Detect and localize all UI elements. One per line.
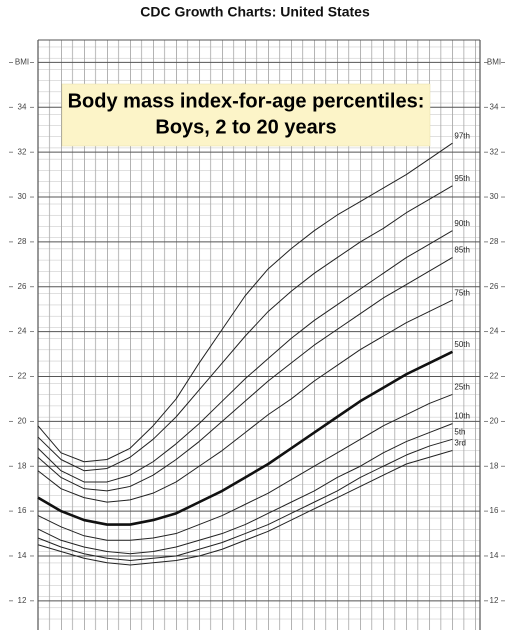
legend-label: 50th — [454, 340, 470, 349]
annotation: Body mass index-for-age percentiles: — [68, 90, 425, 112]
percentile-line — [37, 230, 453, 483]
annotation: Boys, 2 to 20 years — [155, 116, 336, 138]
y2-tick-label: 26 — [490, 282, 499, 291]
y-tick-label: 34 — [18, 102, 27, 111]
legend-label: 25th — [454, 383, 470, 392]
y-tick-label: 14 — [18, 551, 27, 560]
y2-tick-label: 32 — [490, 147, 499, 156]
y-tick-label: 22 — [18, 372, 27, 381]
percentile-line — [37, 423, 453, 555]
legend-label: 90th — [454, 219, 470, 228]
y2-tick-label: BMI — [487, 58, 501, 67]
y2-tick-label: 14 — [490, 551, 499, 560]
percentile-line — [37, 393, 453, 541]
annotation-box — [61, 83, 431, 147]
y-tick-label: 18 — [18, 461, 27, 470]
percentile-line — [37, 350, 453, 526]
y2-tick-label: 30 — [490, 192, 499, 201]
percentile-line — [37, 450, 453, 566]
y-tick-label: 12 — [18, 596, 27, 605]
y-tick-label: 28 — [18, 237, 27, 246]
percentile-line — [37, 299, 453, 503]
y-tick-label: 32 — [18, 147, 27, 156]
y2-tick-label: 34 — [490, 102, 499, 111]
y-tick-label: BMI — [15, 58, 29, 67]
y2-tick-label: 20 — [490, 416, 499, 425]
y2-tick-label: 16 — [490, 506, 499, 515]
percentile-line — [37, 438, 453, 561]
chart-title: CDC Growth Charts: United States — [140, 4, 370, 20]
legend-label: 85th — [454, 246, 470, 255]
legend-label: 10th — [454, 412, 470, 421]
y-tick-label: 30 — [18, 192, 27, 201]
y2-tick-label: 24 — [490, 327, 499, 336]
y2-tick-label: 22 — [490, 372, 499, 381]
y-tick-label: 26 — [18, 282, 27, 291]
legend-label: 75th — [454, 288, 470, 297]
legend-label: 97th — [454, 131, 470, 140]
y-tick-label: 16 — [18, 506, 27, 515]
y2-tick-label: 28 — [490, 237, 499, 246]
percentile-line — [37, 257, 453, 492]
y2-tick-label: 18 — [490, 461, 499, 470]
y2-tick-label: 12 — [490, 596, 499, 605]
percentile-line — [37, 142, 453, 463]
percentile-line — [37, 185, 453, 472]
legend-label: 3rd — [454, 439, 466, 448]
y-tick-label: 20 — [18, 416, 27, 425]
y-tick-label: 24 — [18, 327, 27, 336]
legend-label: 95th — [454, 174, 470, 183]
legend-label: 5th — [454, 427, 465, 436]
